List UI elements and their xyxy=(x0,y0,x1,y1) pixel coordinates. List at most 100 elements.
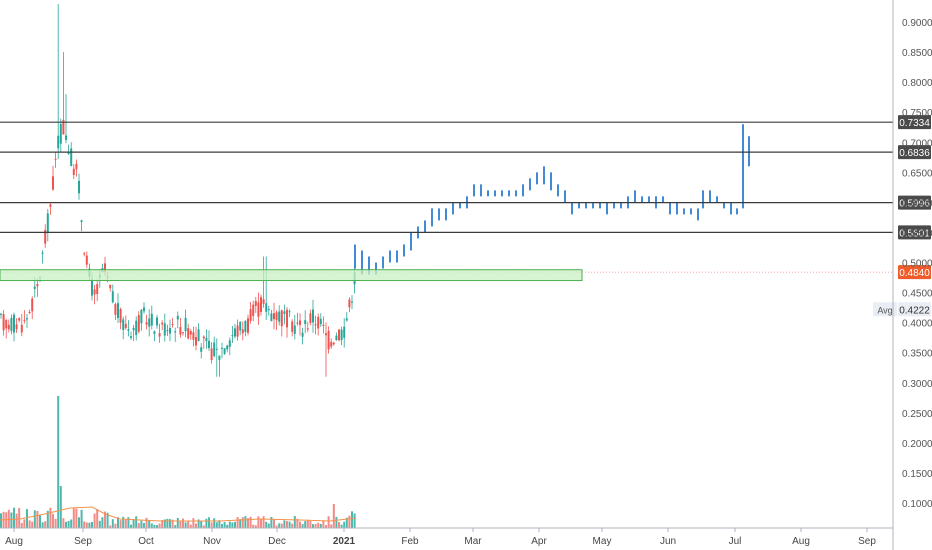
candle-body xyxy=(332,342,335,345)
y-tick-label: 0.1000 xyxy=(902,499,932,510)
y-tick-label: 0.5500 xyxy=(902,228,932,239)
candle-body xyxy=(247,318,249,333)
levels-layer: 0.7334 0.6836 0.5996 0.5501 0.4840 Avg 0.4222 xyxy=(0,115,931,317)
candle-body xyxy=(109,284,112,289)
volume-bar xyxy=(270,516,273,528)
candle-body xyxy=(228,340,231,347)
level-tag xyxy=(898,115,931,130)
candle-body xyxy=(312,309,314,323)
volume-bar xyxy=(239,519,242,528)
y-tick-label: 0.3500 xyxy=(902,349,932,360)
volume-bar xyxy=(236,517,239,528)
last-price-label: 0.4840 xyxy=(899,268,930,279)
volume-bar xyxy=(33,510,36,528)
candle-body xyxy=(182,332,184,334)
avg-value-label: 0.4222 xyxy=(899,305,930,316)
candle-body xyxy=(288,311,291,313)
candle-body xyxy=(270,313,273,321)
volume-bar xyxy=(153,524,156,528)
volume-bar xyxy=(273,518,275,528)
volume-bar xyxy=(135,516,138,528)
candle-body xyxy=(5,320,8,329)
candle-body xyxy=(200,347,203,352)
candle-body xyxy=(41,252,44,254)
candle-body xyxy=(299,320,301,325)
volume-bar xyxy=(59,486,62,528)
candle-body xyxy=(265,303,268,312)
candle-body xyxy=(150,313,153,326)
volume-bar xyxy=(353,513,356,528)
candle-body xyxy=(322,324,325,327)
volume-bar xyxy=(26,509,28,528)
y-tick-label: 0.5000 xyxy=(902,259,932,270)
candle-body xyxy=(202,336,205,339)
volume-bar xyxy=(83,521,86,528)
volume-bar xyxy=(130,524,132,528)
candle-body xyxy=(280,310,283,327)
x-tick-label: May xyxy=(593,536,612,547)
volume-bar xyxy=(200,521,203,528)
volume-bar xyxy=(260,518,262,528)
volume-bar xyxy=(67,520,70,528)
volume-bar xyxy=(117,517,119,528)
volume-bar xyxy=(262,516,265,528)
candle-body xyxy=(15,324,18,330)
candle-body xyxy=(236,325,239,337)
candle-body xyxy=(158,333,161,337)
volume-bar xyxy=(65,521,67,528)
candle-body xyxy=(278,311,281,322)
candle-body xyxy=(254,301,257,306)
y-tick-label: 0.8500 xyxy=(902,48,932,59)
x-tick-label: Dec xyxy=(268,536,286,547)
candle-body xyxy=(249,309,252,321)
volume-bar xyxy=(39,515,41,528)
volume-bar xyxy=(304,521,307,528)
volume-bar xyxy=(93,513,96,528)
volume-bar xyxy=(171,519,174,528)
volume-bar xyxy=(319,523,322,528)
candle-body xyxy=(351,301,353,303)
candle-body xyxy=(119,309,122,323)
volume-bar xyxy=(85,522,88,528)
volume-bar xyxy=(317,522,320,528)
y-tick-label: 0.4000 xyxy=(902,319,932,330)
volume-bar xyxy=(57,396,60,528)
y-tick-label: 0.2000 xyxy=(902,439,932,450)
candle-body xyxy=(319,318,322,325)
volume-bar xyxy=(119,520,122,528)
candle-body xyxy=(244,320,247,332)
volume-bar xyxy=(322,520,325,528)
candle-body xyxy=(314,324,317,326)
candle-body xyxy=(283,311,286,314)
x-tick-label: Apr xyxy=(531,536,547,547)
candle-body xyxy=(184,317,187,332)
candle-body xyxy=(179,327,182,335)
volume-bar xyxy=(241,517,244,528)
volume-bar xyxy=(109,525,112,528)
candle-body xyxy=(132,328,135,331)
candle-body xyxy=(195,337,197,346)
candle-body xyxy=(309,313,312,323)
volume-bar xyxy=(218,520,221,528)
volume-bar xyxy=(88,522,91,528)
y-tick-label: 0.1500 xyxy=(902,469,932,480)
volume-bar xyxy=(213,518,216,528)
volume-bar xyxy=(137,523,140,528)
volume-bar xyxy=(293,516,296,528)
y-tick-label: 0.4500 xyxy=(902,289,932,300)
volume-bar xyxy=(330,524,333,528)
volume-bar xyxy=(150,523,153,528)
y-tick-label: 0.2500 xyxy=(902,409,932,420)
volume-bar xyxy=(208,517,210,528)
candle-body xyxy=(0,313,2,315)
candle-body xyxy=(335,335,338,341)
volume-bar xyxy=(286,521,288,528)
candle-body xyxy=(192,332,195,340)
candle-body xyxy=(252,304,255,316)
candle-body xyxy=(205,337,208,342)
volume-bar xyxy=(244,516,247,528)
candle-body xyxy=(171,324,174,326)
candle-body xyxy=(176,315,179,320)
volume-bar xyxy=(169,519,171,528)
